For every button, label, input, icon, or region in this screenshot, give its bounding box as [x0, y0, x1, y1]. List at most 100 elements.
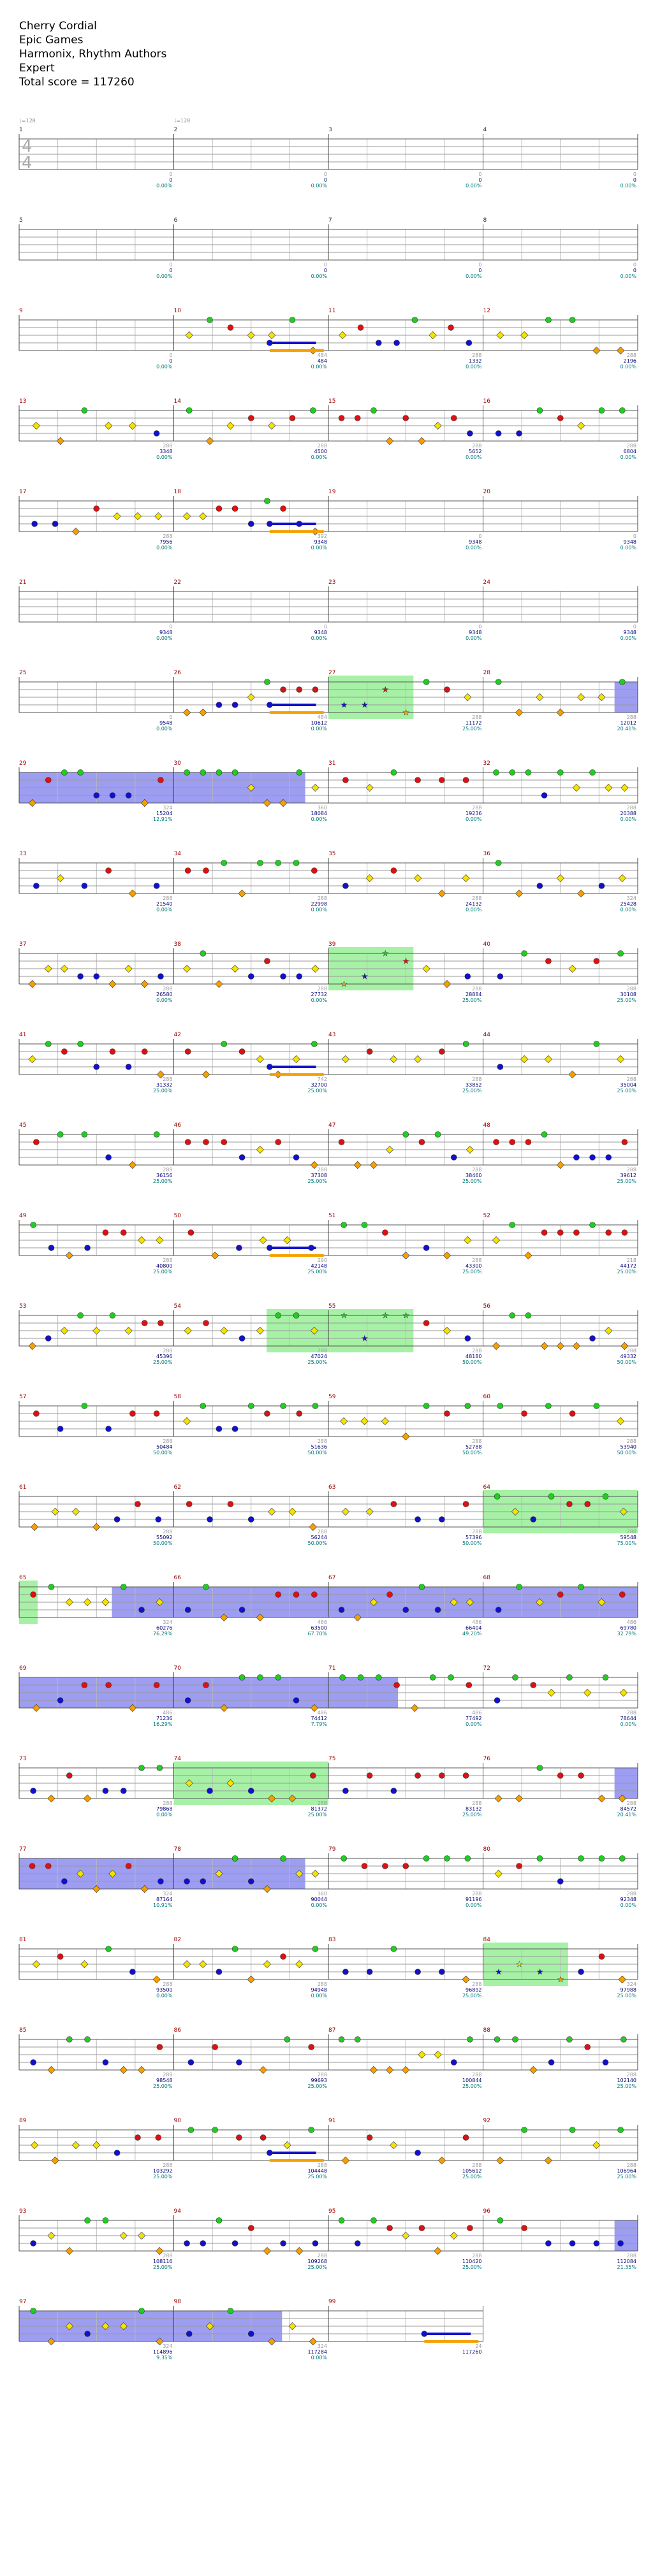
star-power-percent: 50.00%: [617, 1450, 636, 1456]
measure-number: 77: [19, 1846, 26, 1853]
red-note: [158, 777, 164, 783]
cumulative-score: 28884: [466, 992, 481, 997]
yellow-note: [618, 874, 626, 883]
star-power-percent: 25.00%: [307, 1178, 327, 1184]
red-note: [423, 1320, 430, 1326]
measure-number: 57: [19, 1394, 26, 1400]
yellow-note: [536, 693, 544, 702]
cumulative-score: 43300: [466, 1263, 481, 1269]
measure-number: 62: [174, 1484, 181, 1491]
blue-note: [434, 1607, 441, 1613]
measure-number: 59: [328, 1394, 336, 1400]
measure-note-score: 288: [472, 1167, 481, 1173]
measure-number: 93: [19, 2208, 26, 2215]
green-note: [238, 1674, 246, 1681]
orange-note: [556, 708, 564, 717]
star-power-percent: 0.00%: [620, 273, 637, 279]
measure-number: 94: [174, 2208, 182, 2215]
measure-note-score: 288: [163, 986, 172, 992]
green-note: [371, 2217, 377, 2224]
measure-number: 1: [19, 127, 23, 133]
yellow-note: [60, 1326, 68, 1335]
measure-note-score: 288: [318, 1167, 327, 1173]
measure-number: 34: [174, 851, 182, 857]
red-note: [187, 1229, 194, 1236]
orange-note: [128, 1704, 136, 1712]
measure-number: 5: [19, 217, 23, 224]
yellow-note: [183, 1417, 191, 1426]
cumulative-score: 112084: [617, 2259, 636, 2264]
yellow-note: [577, 693, 585, 702]
measure-note-score: 288: [627, 1167, 636, 1173]
star-power-percent: 0.00%: [156, 907, 173, 913]
green-note: [541, 1131, 548, 1138]
cumulative-score: 110420: [462, 2259, 482, 2264]
yellow-note: [492, 1236, 501, 1245]
measure-note-score: 288: [627, 1438, 636, 1444]
measure-number: 30: [174, 760, 182, 767]
star-power-percent: 9.35%: [156, 2355, 173, 2361]
yellow-note: [619, 1507, 627, 1516]
yellow-note: [80, 1960, 89, 1969]
yellow-note: [466, 1145, 474, 1154]
yellow-note: [365, 1507, 374, 1516]
green-note: [81, 407, 88, 414]
yellow-note: [365, 874, 374, 883]
green-note: [545, 317, 552, 323]
measure-number: 73: [19, 1756, 26, 1762]
green-note: [339, 1674, 346, 1681]
cumulative-score: 114896: [153, 2349, 173, 2355]
measure-note-score: 288: [472, 805, 481, 811]
cumulative-score: 90044: [311, 1897, 327, 1902]
total-score: Total score = 117260: [19, 76, 135, 89]
green-note: [275, 1312, 282, 1319]
cumulative-score: 24132: [466, 901, 481, 907]
blue-note: [52, 521, 59, 527]
measure-number: 58: [174, 1394, 182, 1400]
yellow-note: [47, 2231, 55, 2240]
star-power-percent: 50.00%: [462, 1450, 482, 1456]
yellow-note: [226, 1779, 235, 1788]
green-note: [84, 2036, 91, 2043]
red-note: [203, 1139, 209, 1145]
star-power-percent: 0.00%: [466, 545, 482, 551]
red-note: [280, 505, 286, 512]
measure-note-score: 484: [318, 714, 327, 720]
red-note: [382, 1863, 388, 1869]
measure-note-score: 288: [472, 1438, 481, 1444]
measure-number: 72: [483, 1665, 490, 1672]
blue-note: [216, 1426, 223, 1432]
red-note: [557, 1229, 564, 1236]
green-note: [493, 769, 499, 776]
blue-note: [495, 430, 502, 437]
green-note: [184, 769, 190, 776]
star-power-percent: 25.00%: [617, 1088, 636, 1094]
measure-note-score: 288: [163, 1800, 172, 1806]
blue-note: [247, 1878, 254, 1885]
cumulative-score: 77492: [466, 1716, 481, 1721]
blue-note: [158, 1878, 164, 1885]
red-note: [493, 1139, 499, 1145]
star-power-percent: 0.00%: [311, 364, 328, 370]
green-note: [156, 1765, 163, 1771]
yellow-note: [256, 1326, 264, 1335]
measure-number: 68: [483, 1575, 491, 1581]
cumulative-score: 0: [169, 358, 172, 364]
cumulative-score: 45396: [156, 1354, 172, 1359]
red-note: [444, 686, 450, 693]
star-power-percent: 50.00%: [153, 1450, 173, 1456]
